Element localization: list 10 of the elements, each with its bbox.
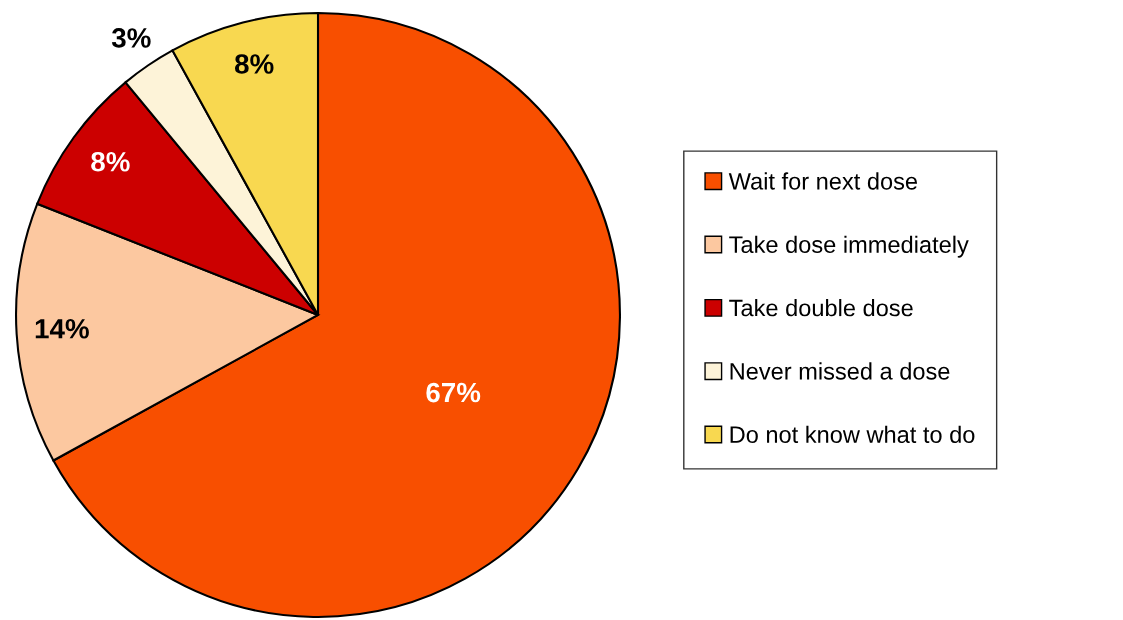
data-label: 67% [426, 382, 481, 403]
legend-label: Never missed a dose [730, 362, 950, 380]
data-label: 8% [91, 151, 130, 172]
data-label: 8% [234, 54, 274, 74]
data-label: 14% [35, 318, 89, 339]
data-label: 3% [111, 28, 151, 48]
legend-label: Do not know what to do [730, 425, 975, 443]
legend-label: Wait for next dose [728, 172, 918, 190]
legend-label: Take double dose [729, 299, 913, 317]
legend-label: Take dose immediately [729, 235, 969, 258]
